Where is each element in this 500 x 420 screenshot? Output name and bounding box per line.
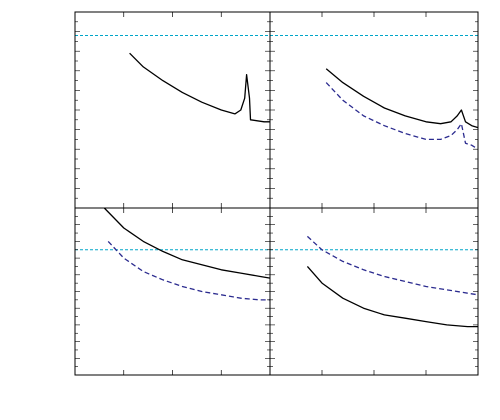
panel-top-right — [269, 11, 479, 209]
panel-frame — [269, 207, 479, 376]
dashed-series-line — [107, 240, 270, 301]
panel-bottom-right — [269, 207, 479, 376]
dashed-series-line — [306, 235, 479, 296]
dashed-series-line — [325, 82, 479, 150]
panel-top-left — [74, 11, 271, 209]
solid-series-line — [306, 265, 478, 328]
panel-bottom-left — [74, 207, 271, 376]
solid-series-line — [325, 68, 479, 129]
panel-frame — [269, 11, 479, 209]
panel-frame — [74, 207, 271, 376]
solid-series-line — [103, 207, 271, 279]
solid-series-line — [129, 52, 270, 123]
